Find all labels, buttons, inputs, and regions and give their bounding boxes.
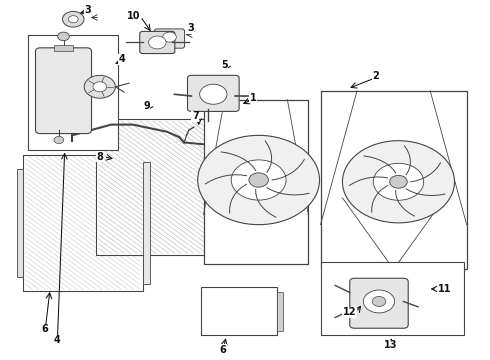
Circle shape — [69, 16, 78, 23]
Bar — [24, 155, 143, 291]
FancyBboxPatch shape — [154, 29, 185, 48]
Bar — [201, 287, 277, 336]
Bar — [54, 45, 73, 51]
Bar — [277, 292, 283, 330]
Circle shape — [54, 136, 64, 144]
Bar — [143, 162, 150, 284]
Bar — [203, 100, 308, 264]
Text: 10: 10 — [127, 12, 140, 21]
Circle shape — [373, 163, 424, 200]
Circle shape — [148, 36, 166, 49]
Bar — [28, 35, 118, 150]
Text: 13: 13 — [385, 340, 398, 350]
Text: 11: 11 — [438, 284, 451, 294]
FancyBboxPatch shape — [188, 75, 239, 111]
FancyBboxPatch shape — [140, 31, 175, 54]
Circle shape — [249, 173, 269, 187]
Bar — [18, 168, 24, 277]
FancyBboxPatch shape — [35, 48, 92, 134]
Circle shape — [198, 135, 319, 225]
Circle shape — [372, 296, 386, 306]
Circle shape — [364, 290, 394, 313]
Text: 6: 6 — [42, 324, 49, 334]
Circle shape — [231, 160, 286, 200]
Bar — [320, 262, 464, 336]
Bar — [320, 91, 466, 269]
Text: 8: 8 — [97, 152, 104, 162]
Circle shape — [390, 175, 407, 188]
Bar — [216, 126, 224, 248]
Text: 2: 2 — [372, 71, 379, 81]
Circle shape — [84, 75, 116, 98]
Text: 4: 4 — [54, 335, 61, 345]
Text: 7: 7 — [192, 111, 199, 121]
Text: 5: 5 — [221, 60, 228, 70]
Text: 4: 4 — [119, 54, 125, 64]
Text: 1: 1 — [250, 93, 257, 103]
Text: 9: 9 — [143, 101, 150, 111]
Text: 3: 3 — [187, 23, 194, 33]
Text: 3: 3 — [85, 5, 92, 15]
Text: 6: 6 — [220, 345, 226, 355]
Circle shape — [93, 82, 107, 92]
Circle shape — [163, 32, 176, 42]
Circle shape — [343, 141, 455, 223]
FancyBboxPatch shape — [350, 278, 408, 328]
Text: 12: 12 — [343, 307, 356, 317]
Bar — [97, 119, 216, 255]
Circle shape — [58, 32, 70, 41]
Circle shape — [200, 84, 227, 104]
Circle shape — [63, 12, 84, 27]
